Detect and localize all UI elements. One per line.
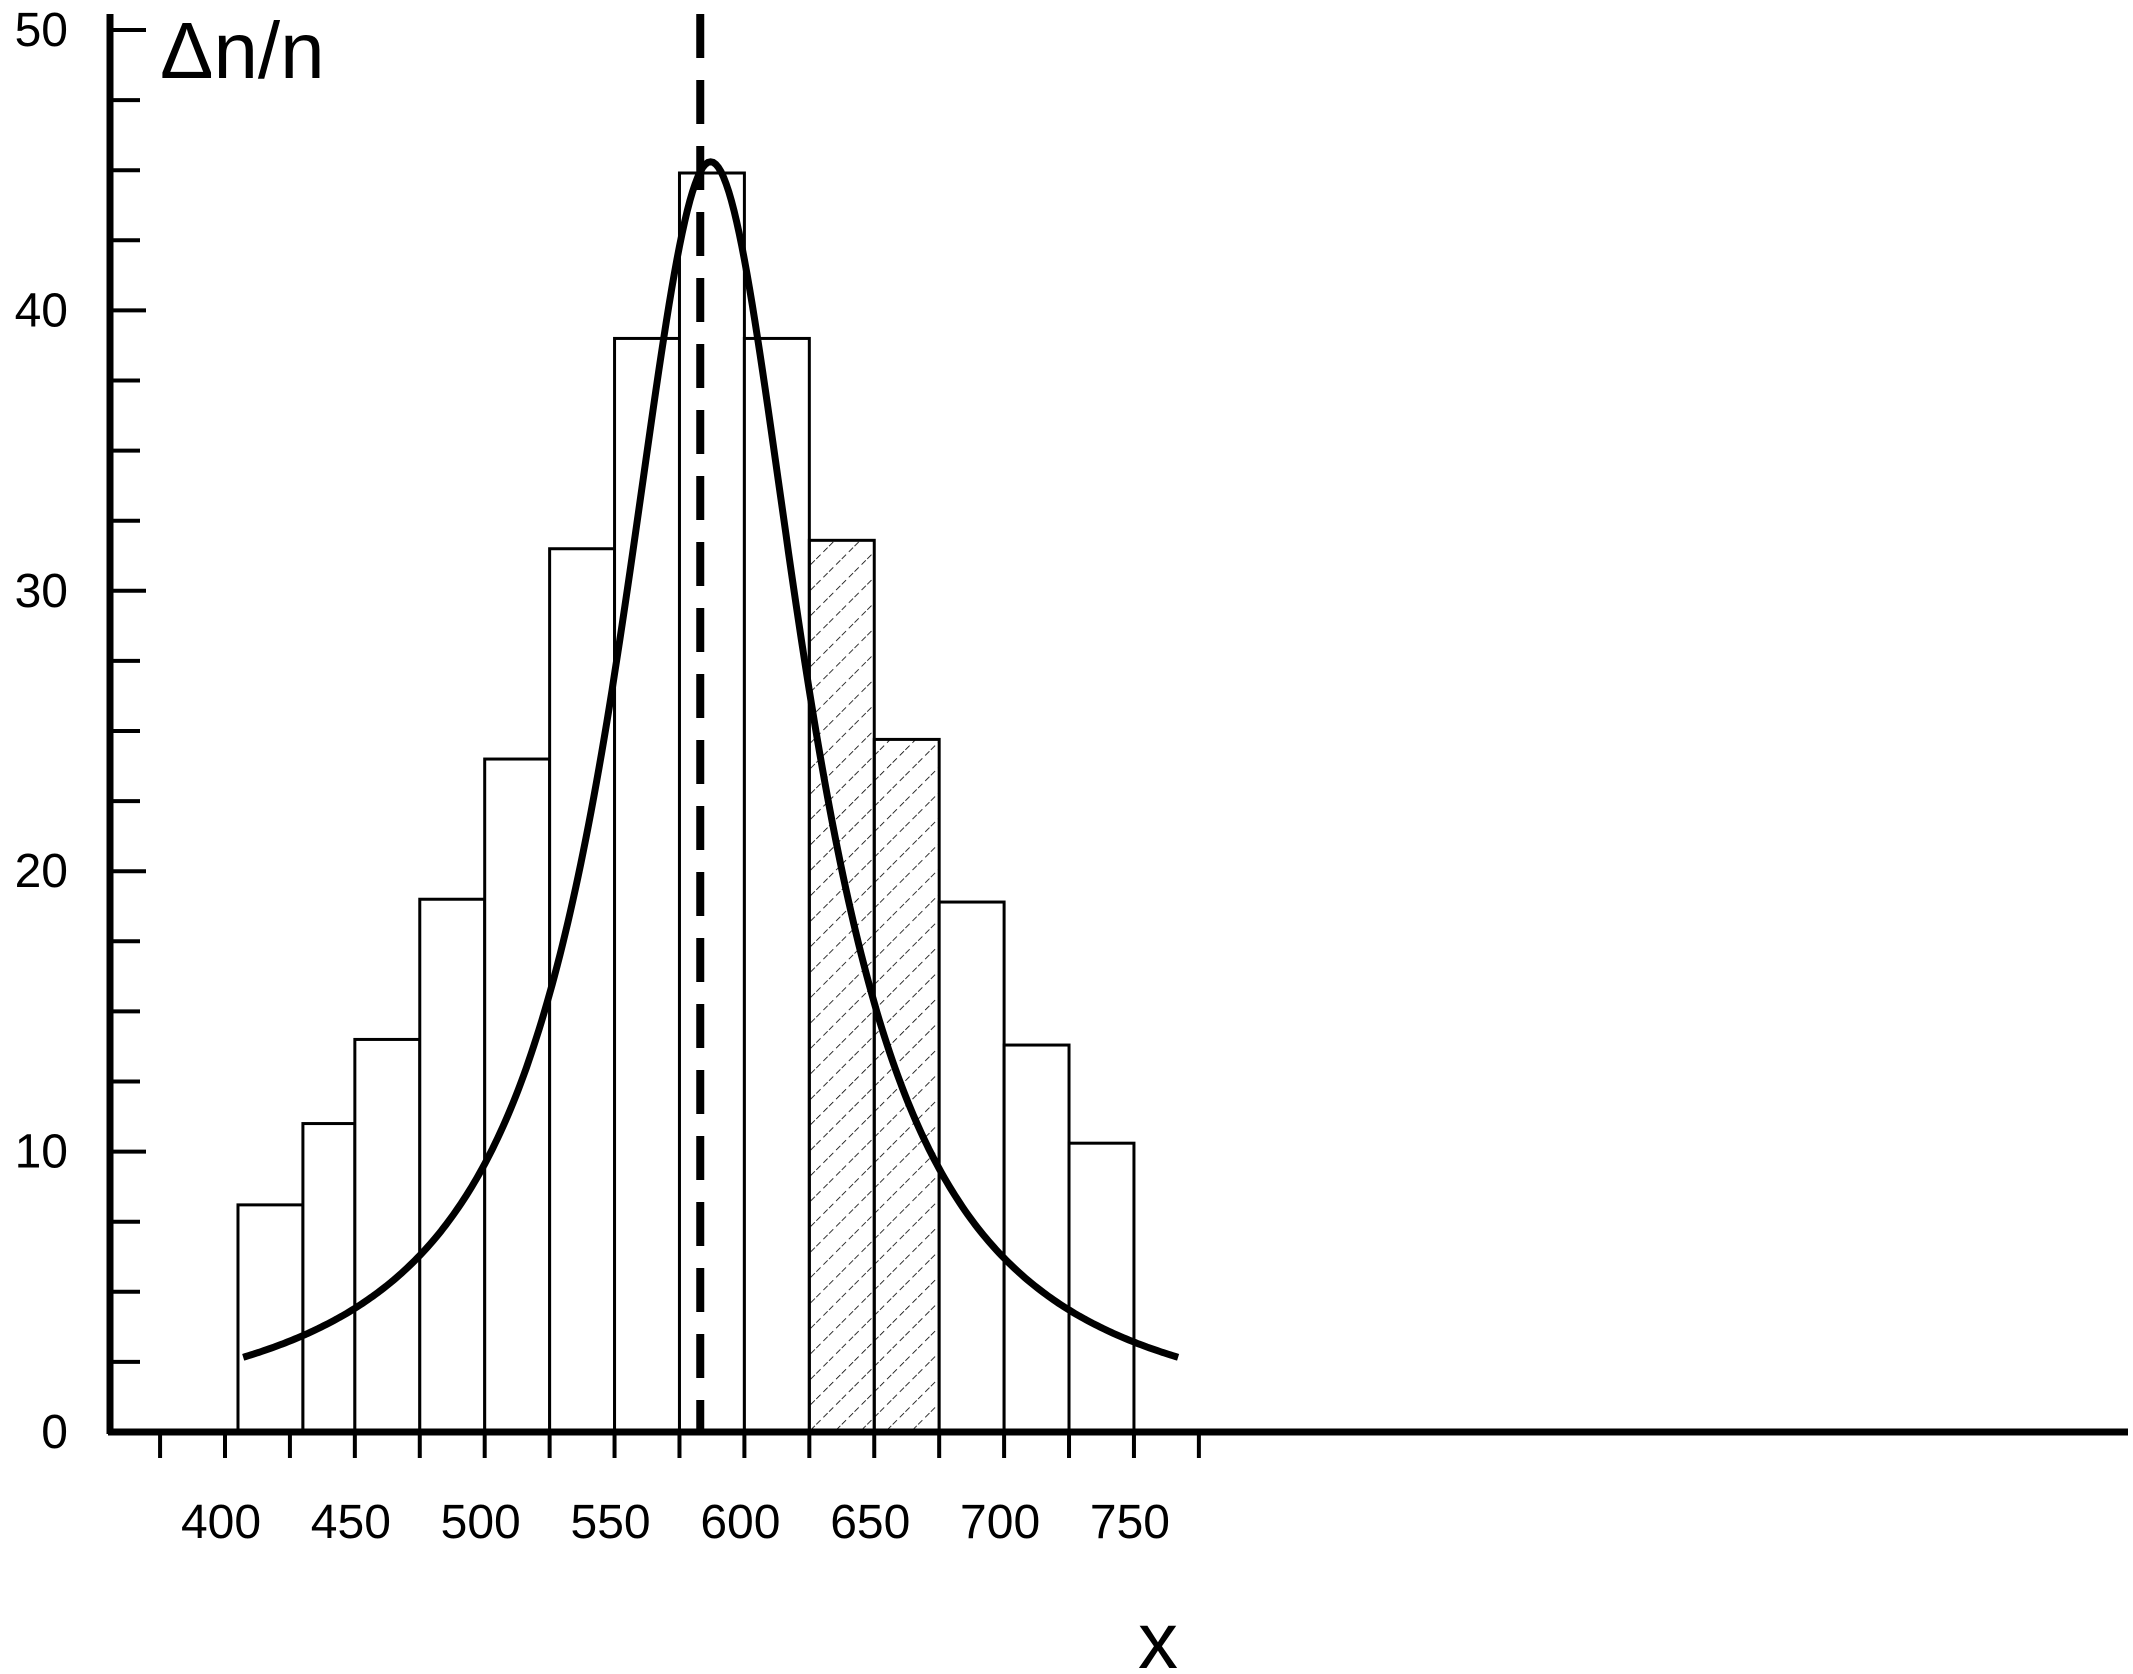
- y-tick-label: 40: [15, 284, 68, 337]
- x-tick-label: 650: [830, 1496, 910, 1549]
- histogram-bar-5: [548, 547, 617, 1434]
- histogram-bar-7: [677, 171, 746, 1434]
- histogram-bar-6: [613, 336, 681, 1434]
- x-tick-label: 550: [571, 1496, 651, 1549]
- y-axis-label: Δn/n: [160, 6, 325, 95]
- histogram-bars: [236, 171, 1136, 1434]
- axes-group: [106, 14, 2128, 1436]
- fit-curve-group: [242, 158, 1180, 1361]
- y-tick-label: 0: [41, 1406, 68, 1459]
- histogram-bar-0: [236, 1203, 305, 1434]
- histogram-bar-12: [1002, 1043, 1071, 1434]
- y-tick-label: 10: [15, 1126, 68, 1179]
- ticks-group: 0 10 20 30 40 50 400 450 500 550 600 650 700 750: [15, 4, 1201, 1549]
- histogram-bar-9: [807, 538, 876, 1434]
- histogram-bar-8: [742, 336, 811, 1434]
- histogram-bar-10: [872, 737, 941, 1434]
- fit-curve: [242, 158, 1180, 1361]
- histogram-bar-13: [1067, 1141, 1136, 1434]
- x-tick-label: 500: [441, 1496, 521, 1549]
- y-tick-label: 20: [15, 845, 68, 898]
- y-tick-label: 50: [15, 4, 68, 57]
- x-tick-label: 600: [700, 1496, 780, 1549]
- histogram-bar-1: [301, 1122, 357, 1434]
- x-tick-label: 750: [1090, 1496, 1170, 1549]
- histogram-bar-11: [937, 900, 1006, 1434]
- y-tick-label: 30: [15, 565, 68, 618]
- x-tick-label: 450: [311, 1496, 391, 1549]
- x-axis-label: x: [1138, 1596, 1178, 1674]
- x-tick-label: 400: [181, 1496, 261, 1549]
- histogram-bar-3: [418, 897, 487, 1434]
- x-tick-label: 700: [960, 1496, 1040, 1549]
- histogram-bar-2: [353, 1037, 422, 1434]
